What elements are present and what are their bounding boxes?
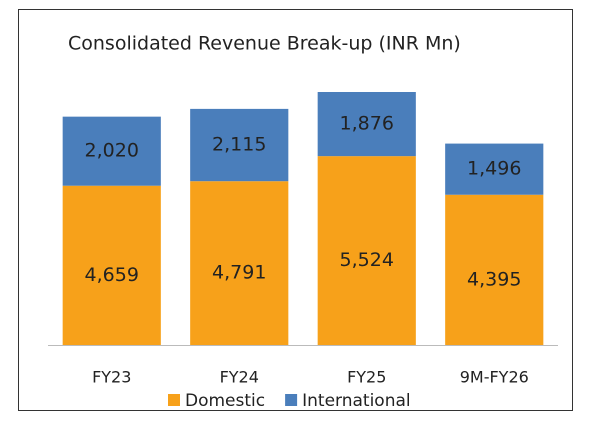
bar-segment bbox=[317, 92, 416, 157]
data-label: 4,395 bbox=[467, 268, 521, 290]
legend-label: Domestic bbox=[185, 391, 265, 411]
x-tick-label: FY25 bbox=[347, 368, 386, 387]
bar-segment bbox=[190, 108, 289, 182]
bar-segment bbox=[62, 185, 161, 345]
bar-segment bbox=[190, 181, 289, 345]
chart-title: Consolidated Revenue Break-up (INR Mn) bbox=[68, 33, 461, 55]
data-label: 2,115 bbox=[212, 134, 266, 156]
data-label: 2,020 bbox=[85, 140, 139, 162]
bar-segment bbox=[445, 143, 544, 195]
x-tick-label: FY23 bbox=[92, 368, 131, 387]
legend-swatch bbox=[285, 394, 298, 406]
data-label: 5,524 bbox=[340, 249, 394, 271]
x-tick-label: FY24 bbox=[220, 368, 259, 387]
legend-swatch bbox=[168, 394, 180, 406]
data-label: 4,659 bbox=[85, 264, 139, 286]
data-label: 1,496 bbox=[467, 158, 521, 180]
bar-segment bbox=[62, 116, 161, 186]
bar-segment bbox=[317, 156, 416, 345]
data-label: 4,791 bbox=[212, 262, 266, 284]
legend-label: International bbox=[302, 391, 411, 411]
bar-segment bbox=[445, 194, 544, 345]
x-tick-label: 9M-FY26 bbox=[460, 368, 529, 387]
data-label: 1,876 bbox=[340, 113, 394, 135]
